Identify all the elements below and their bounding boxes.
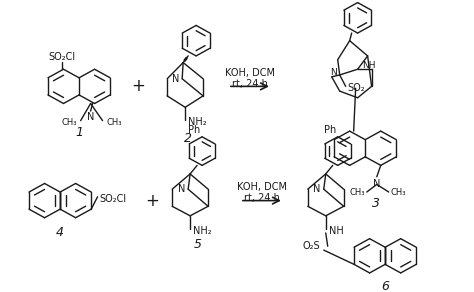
Text: NH: NH (362, 61, 375, 70)
Text: 6: 6 (381, 280, 389, 292)
Text: 5: 5 (194, 238, 202, 251)
Text: NH: NH (329, 226, 344, 236)
Text: +: + (131, 77, 145, 95)
Text: 4: 4 (56, 227, 64, 239)
Text: SO₂: SO₂ (347, 83, 365, 93)
Text: SO₂Cl: SO₂Cl (100, 194, 127, 204)
Text: NH₂: NH₂ (193, 226, 212, 236)
Text: SO₂Cl: SO₂Cl (48, 52, 75, 62)
Text: N: N (330, 67, 337, 77)
Text: Ph: Ph (188, 125, 200, 135)
Text: O₂S: O₂S (302, 241, 320, 251)
Text: N: N (313, 184, 321, 194)
Text: CH₃: CH₃ (391, 188, 406, 197)
Text: 1: 1 (75, 126, 83, 139)
Text: N: N (87, 112, 94, 122)
Text: 2: 2 (184, 132, 192, 145)
Text: 3: 3 (372, 197, 380, 210)
Text: NH₂: NH₂ (188, 117, 207, 127)
Text: rt, 24 h: rt, 24 h (244, 193, 280, 203)
Text: Ph: Ph (324, 125, 336, 135)
Text: N: N (373, 179, 381, 189)
Text: N: N (178, 184, 185, 194)
Text: CH₃: CH₃ (107, 118, 122, 127)
Text: CH₃: CH₃ (61, 118, 77, 127)
Text: N: N (172, 74, 179, 84)
Text: KOH, DCM: KOH, DCM (237, 182, 287, 192)
Text: KOH, DCM: KOH, DCM (225, 68, 275, 78)
Text: +: + (146, 192, 159, 210)
Text: CH₃: CH₃ (349, 188, 365, 197)
Text: rt, 24 h: rt, 24 h (232, 79, 268, 88)
